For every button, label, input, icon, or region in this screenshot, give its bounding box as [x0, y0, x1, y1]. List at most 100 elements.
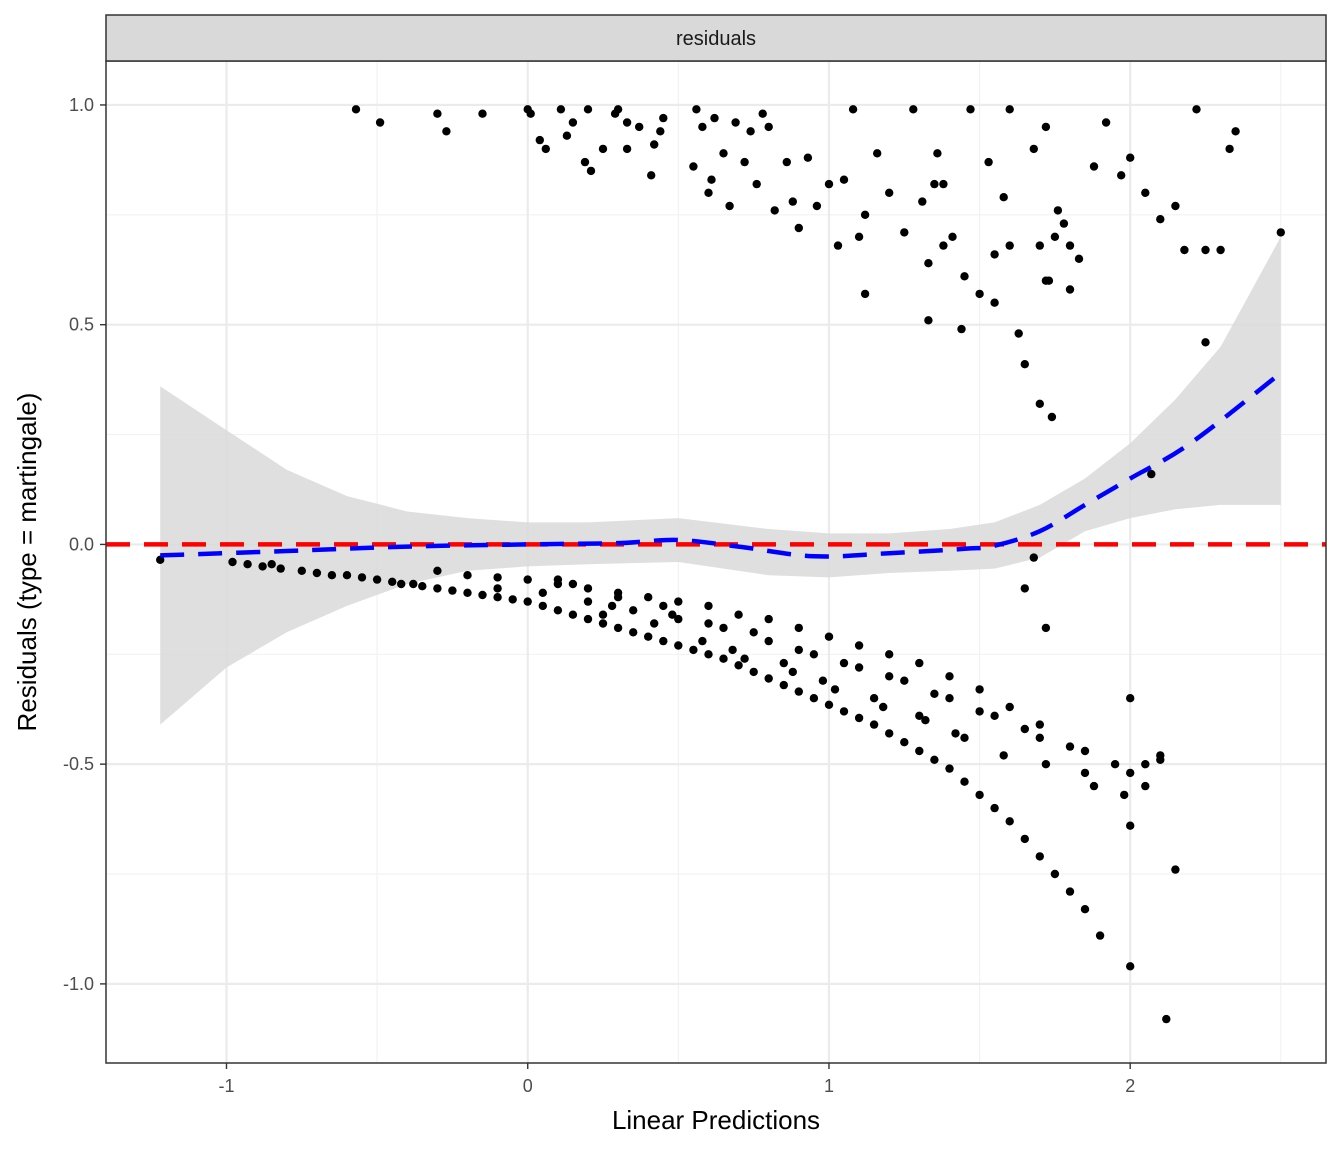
y-tick-label: 0.0 [69, 534, 94, 554]
data-point [885, 729, 894, 738]
data-point [945, 694, 954, 703]
data-point [1041, 122, 1051, 132]
data-point [583, 614, 593, 624]
data-point [1120, 790, 1129, 800]
y-tick-label: -0.5 [63, 754, 94, 774]
data-point [478, 109, 487, 118]
data-point [764, 614, 773, 624]
data-point [1180, 245, 1189, 255]
data-point [351, 105, 361, 114]
data-point [1035, 399, 1045, 408]
data-point [794, 223, 803, 233]
data-point [839, 658, 849, 668]
data-point [833, 241, 843, 250]
data-point [1035, 241, 1045, 250]
data-point [644, 593, 653, 602]
data-point [357, 573, 367, 582]
data-point [613, 623, 623, 633]
data-point [960, 733, 969, 742]
data-point [1095, 931, 1105, 940]
data-point [930, 689, 939, 698]
data-point [692, 105, 701, 114]
data-point [1035, 720, 1045, 729]
data-point [966, 105, 975, 114]
data-point [860, 210, 870, 219]
data-point [622, 118, 632, 127]
data-point [749, 628, 758, 637]
data-point [1041, 623, 1051, 633]
data-point [879, 702, 888, 712]
data-point [622, 144, 632, 154]
data-point [538, 601, 547, 611]
data-point [818, 676, 828, 685]
data-point [873, 149, 882, 158]
data-point [1231, 127, 1240, 136]
data-point [598, 619, 608, 628]
data-point [689, 645, 698, 655]
data-point [1050, 232, 1060, 241]
data-point [788, 197, 797, 206]
data-point [493, 584, 502, 593]
data-point [668, 610, 677, 619]
data-point [1126, 962, 1135, 971]
data-point [650, 140, 659, 149]
smooth-trend-line [160, 371, 1283, 559]
data-point [1020, 360, 1029, 369]
data-point [1276, 228, 1286, 237]
data-point [854, 663, 864, 672]
data-point [674, 614, 683, 624]
data-point [433, 566, 442, 575]
data-point [583, 105, 593, 114]
data-point [1029, 144, 1039, 154]
data-point [945, 672, 954, 681]
data-point [731, 118, 740, 127]
data-point [493, 593, 502, 602]
data-point [957, 324, 966, 334]
data-point [1020, 584, 1029, 593]
data-point [854, 713, 864, 723]
data-point [854, 641, 864, 650]
data-point [409, 579, 418, 589]
data-point [999, 193, 1008, 202]
data-point [1162, 1014, 1171, 1024]
data-point [568, 118, 578, 127]
data-point [523, 597, 532, 606]
data-point [740, 654, 749, 663]
data-point [1065, 285, 1075, 294]
data-point [1020, 834, 1029, 844]
data-point [607, 601, 617, 611]
data-point [243, 560, 252, 569]
data-point [1156, 215, 1165, 224]
data-point [493, 573, 502, 582]
data-point [535, 135, 544, 145]
data-point [710, 113, 719, 123]
data-point [1141, 781, 1150, 791]
data-point [704, 619, 713, 628]
data-point [1201, 245, 1210, 255]
data-point [580, 157, 590, 167]
data-point [945, 764, 954, 773]
data-point [1053, 206, 1063, 215]
data-point [586, 166, 596, 176]
data-point [918, 197, 927, 206]
data-point [372, 575, 382, 584]
data-point [734, 661, 743, 670]
data-point [659, 601, 668, 611]
data-point [568, 610, 578, 619]
data-point [1101, 118, 1111, 127]
data-point [228, 557, 237, 567]
data-point [900, 738, 909, 747]
data-point [809, 694, 819, 703]
data-point [764, 636, 773, 646]
data-point [704, 650, 713, 659]
data-point [1117, 171, 1126, 180]
data-point [885, 650, 894, 659]
data-point [782, 157, 791, 167]
data-point [553, 606, 563, 615]
data-point [869, 720, 879, 729]
data-point [1080, 768, 1090, 778]
data-point [156, 555, 165, 564]
y-axis-title: Residuals (type = martingale) [12, 393, 42, 732]
data-point [704, 188, 713, 197]
x-axis: -1 0 1 2 [218, 1063, 1135, 1096]
